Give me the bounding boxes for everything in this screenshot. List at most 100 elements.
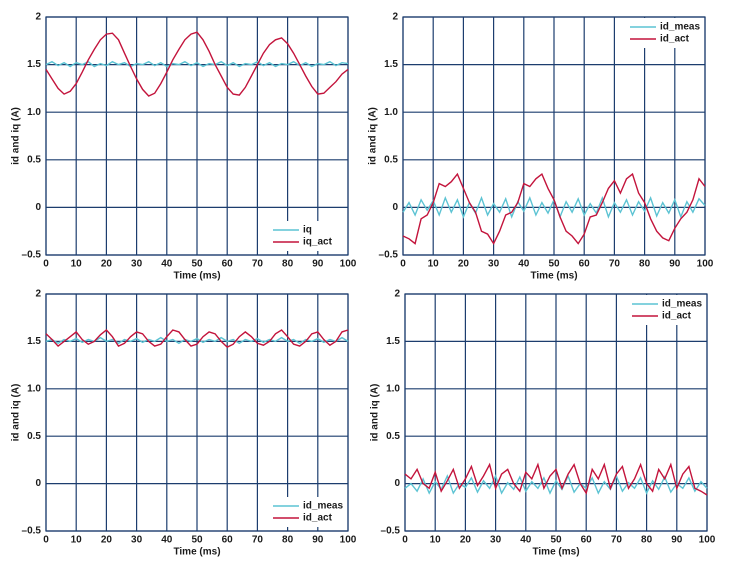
plot-frame xyxy=(45,293,349,532)
x-tick-label: 80 xyxy=(282,535,294,546)
x-axis-label: Time (ms) xyxy=(173,271,220,282)
legend-box xyxy=(269,221,347,251)
y-tick-label: 2 xyxy=(394,289,400,300)
y-tick-label: 1.5 xyxy=(384,59,398,70)
x-tick-label: 0 xyxy=(402,535,408,546)
x-tick-label: 90 xyxy=(312,535,324,546)
x-tick-label: 90 xyxy=(671,535,683,546)
legend-label: id_meas xyxy=(303,501,343,512)
y-axis-label: id and iq (A) xyxy=(368,107,379,165)
x-tick-label: 40 xyxy=(161,259,173,270)
y-tick-label: –0.5 xyxy=(22,250,42,261)
y-tick-label: –0.5 xyxy=(22,526,42,537)
legend-label: id_meas xyxy=(662,299,702,310)
y-tick-label: –0.5 xyxy=(379,250,399,261)
x-tick-label: 70 xyxy=(252,259,264,270)
x-tick-label: 30 xyxy=(490,535,502,546)
x-tick-label: 60 xyxy=(581,535,593,546)
y-tick-label: 1.5 xyxy=(27,336,41,347)
legend-box xyxy=(269,497,347,527)
legend-label: iq_act xyxy=(303,237,333,248)
x-tick-label: 50 xyxy=(550,535,562,546)
legend-label: iq xyxy=(303,225,312,236)
x-tick-label: 10 xyxy=(71,259,83,270)
x-tick-label: 90 xyxy=(312,259,324,270)
legend-label: id_act xyxy=(303,513,333,524)
x-tick-label: 50 xyxy=(191,535,203,546)
y-axis-label: id and iq (A) xyxy=(370,384,381,442)
x-tick-label: 10 xyxy=(71,535,83,546)
y-tick-label: –0.5 xyxy=(381,526,401,537)
legend-box xyxy=(626,18,704,48)
y-axis-label: id and iq (A) xyxy=(11,384,22,442)
x-axis-label: Time (ms) xyxy=(173,547,220,558)
y-tick-label: 2 xyxy=(392,12,398,23)
y-tick-label: 2 xyxy=(35,289,41,300)
x-tick-label: 60 xyxy=(222,259,234,270)
x-tick-label: 30 xyxy=(131,259,143,270)
x-tick-label: 0 xyxy=(43,535,49,546)
x-tick-label: 60 xyxy=(222,535,234,546)
x-tick-label: 50 xyxy=(191,259,203,270)
x-tick-label: 30 xyxy=(488,259,500,270)
y-tick-label: 2 xyxy=(35,12,41,23)
y-tick-label: 0 xyxy=(392,202,398,213)
y-tick-label: 1.5 xyxy=(27,59,41,70)
x-tick-label: 0 xyxy=(43,259,49,270)
x-tick-label: 40 xyxy=(518,259,530,270)
y-tick-label: 1.0 xyxy=(27,107,41,118)
x-tick-label: 100 xyxy=(697,259,714,270)
y-tick-label: 0.5 xyxy=(384,154,398,165)
data-line xyxy=(404,474,708,495)
y-axis-label: id and iq (A) xyxy=(11,107,22,165)
x-tick-label: 60 xyxy=(579,259,591,270)
legend-label: id_meas xyxy=(660,22,700,33)
y-tick-label: 1.0 xyxy=(384,107,398,118)
x-tick-label: 80 xyxy=(282,259,294,270)
data-line xyxy=(45,31,349,97)
x-tick-label: 70 xyxy=(609,259,621,270)
x-tick-label: 10 xyxy=(430,535,442,546)
data-line xyxy=(404,462,708,496)
y-tick-label: 0.5 xyxy=(27,154,41,165)
data-line xyxy=(45,60,349,68)
y-tick-label: 0.5 xyxy=(27,431,41,442)
x-tick-label: 40 xyxy=(520,535,532,546)
x-tick-label: 30 xyxy=(131,535,143,546)
x-tick-label: 70 xyxy=(252,535,264,546)
x-tick-label: 90 xyxy=(669,259,681,270)
x-tick-label: 40 xyxy=(161,535,173,546)
y-tick-label: 1.5 xyxy=(386,336,400,347)
x-tick-label: 10 xyxy=(428,259,440,270)
x-tick-label: 20 xyxy=(460,535,472,546)
x-tick-label: 100 xyxy=(699,535,716,546)
x-axis-label: Time (ms) xyxy=(532,547,579,558)
data-line xyxy=(45,329,349,348)
data-line xyxy=(402,172,706,246)
x-tick-label: 20 xyxy=(458,259,470,270)
legend-label: id_act xyxy=(662,311,692,322)
x-tick-label: 100 xyxy=(340,535,357,546)
legend-box xyxy=(628,295,706,325)
x-tick-label: 50 xyxy=(548,259,560,270)
x-tick-label: 20 xyxy=(101,259,113,270)
y-tick-label: 0 xyxy=(35,478,41,489)
x-tick-label: 0 xyxy=(400,259,406,270)
y-tick-label: 0 xyxy=(35,202,41,213)
plot-frame xyxy=(45,16,349,256)
x-tick-label: 20 xyxy=(101,535,113,546)
y-tick-label: 0.5 xyxy=(386,431,400,442)
y-tick-label: 1.0 xyxy=(386,383,400,394)
y-tick-label: 0 xyxy=(394,478,400,489)
x-tick-label: 80 xyxy=(641,535,653,546)
legend-label: id_act xyxy=(660,34,690,45)
x-tick-label: 70 xyxy=(611,535,623,546)
plot-frame xyxy=(402,16,706,256)
x-tick-label: 80 xyxy=(639,259,651,270)
x-axis-label: Time (ms) xyxy=(530,271,577,282)
x-tick-label: 100 xyxy=(340,259,357,270)
y-tick-label: 1.0 xyxy=(27,383,41,394)
plot-frame xyxy=(404,293,708,532)
